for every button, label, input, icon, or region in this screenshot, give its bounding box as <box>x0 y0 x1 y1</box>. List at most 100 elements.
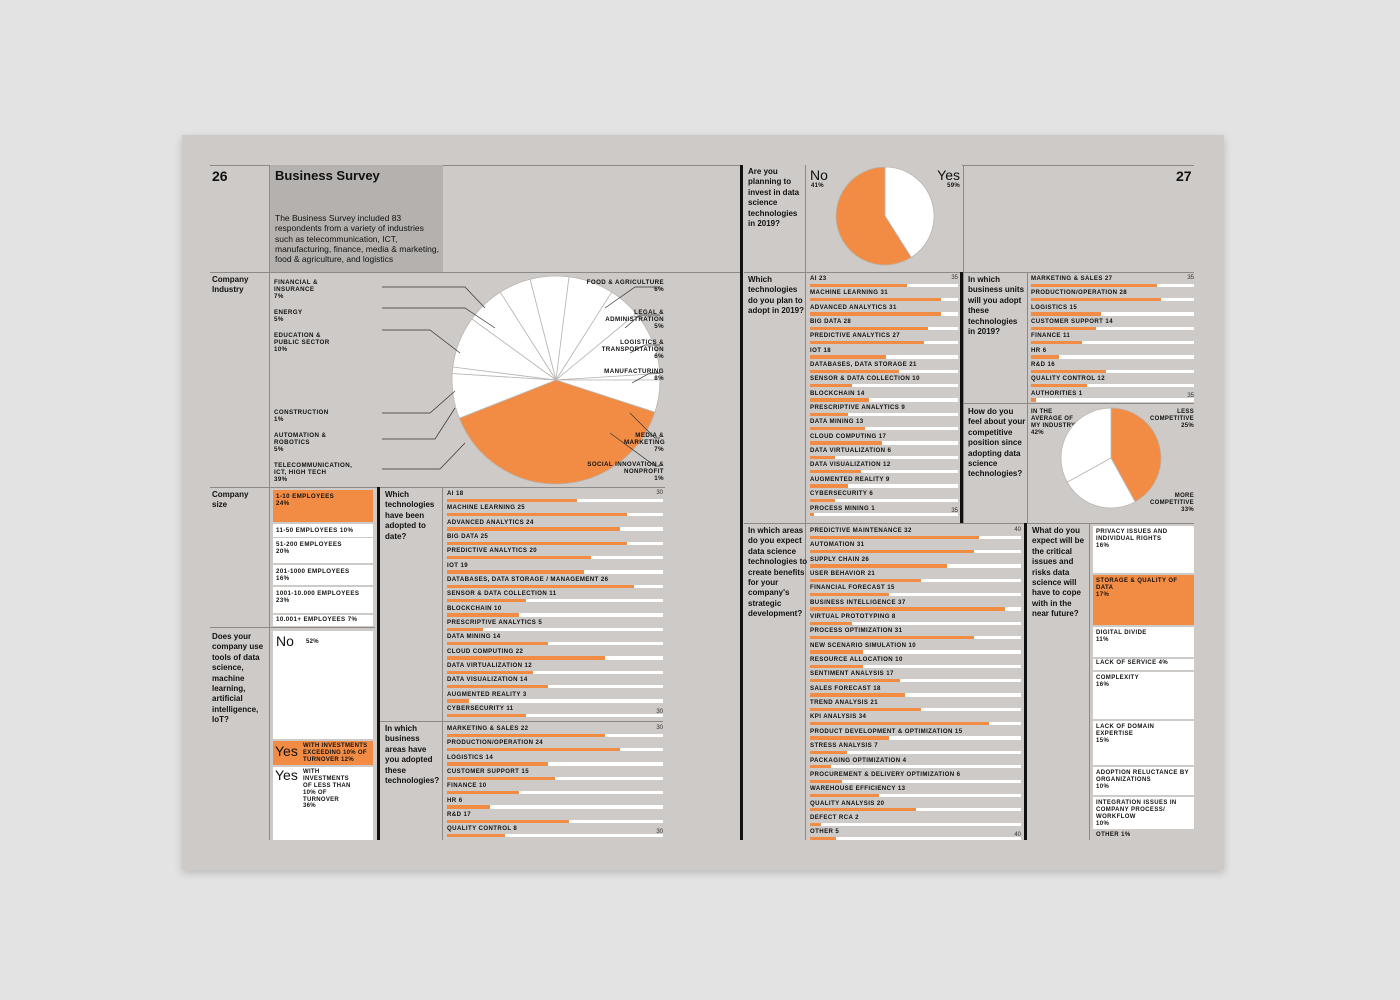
issue-box: OTHER 1% <box>1093 831 1194 840</box>
bar-fill <box>447 541 627 545</box>
bar-row: DEFECT RCA 2 <box>810 813 1021 827</box>
issue-box: INTEGRATION ISSUES IN COMPANY PROCESS/ W… <box>1093 797 1194 829</box>
bar-label: IOT 18 <box>810 346 832 354</box>
bar-label: HR 6 <box>447 796 463 804</box>
bar-row: CYBERSECURITY 6 <box>810 489 958 503</box>
bar-row: DATABASES, DATA STORAGE 21 <box>810 360 958 374</box>
industry-label-food: FOOD & AGRICULTURE 6% <box>582 279 664 293</box>
bar-label: MARKETING & SALES 27 <box>1031 275 1113 282</box>
label-value: 6% <box>654 353 664 361</box>
bar-track <box>447 805 663 809</box>
bar-row: PRESCRIPTIVE ANALYTICS 5 <box>447 618 663 632</box>
label-text: MANUFACTURING <box>604 368 664 375</box>
label-text: LEGAL & ADMINISTRATION <box>605 309 664 324</box>
question-size: Company size <box>212 490 249 510</box>
bar-fill <box>447 733 606 737</box>
bar-row: IOT 18 <box>810 346 958 360</box>
bar-label: NEW SCENARIO SIMULATION 10 <box>810 641 917 649</box>
bar-track <box>447 599 663 603</box>
bar-fill <box>810 564 948 568</box>
size-box-6: 10.001+ EMPLOYEES 7% <box>273 615 373 626</box>
bar-label: BUSINESS INTELLIGENCE 37 <box>810 598 906 606</box>
bar-track <box>447 613 663 617</box>
bar-track <box>810 398 958 402</box>
bar-track <box>810 650 1021 654</box>
bar-fill <box>1031 341 1083 345</box>
bar-label: QUALITY CONTROL 12 <box>1031 375 1106 383</box>
bar-row: R&D 16 <box>1031 360 1194 374</box>
bar-row: QUALITY CONTROL 8 <box>447 824 663 838</box>
bar-label: VIRTUAL PROTOTYPING 8 <box>810 613 896 621</box>
bar-fill <box>810 793 879 798</box>
bar-fill <box>810 621 853 625</box>
bar-label: PREDICTIVE ANALYTICS 20 <box>447 547 538 555</box>
size-label: 10.001+ EMPLOYEES <box>276 616 346 623</box>
bar-label: PROCESS MINING 1 <box>810 504 875 512</box>
industry-label-social: SOCIAL INNOVATION & NONPROFIT 1% <box>582 461 664 482</box>
issue-value: 15% <box>1096 737 1110 744</box>
bar-track <box>447 834 663 838</box>
bar-row: AUTHORITIES 1 <box>1031 389 1194 403</box>
page-number-right: 27 <box>1176 168 1192 184</box>
bar-label: BIG DATA 25 <box>447 533 489 541</box>
bar-track <box>810 578 1021 582</box>
question-tools: Does your company use tools of data scie… <box>212 632 264 725</box>
bar-row: MACHINE LEARNING 25 <box>447 503 663 517</box>
size-value: 20% <box>276 548 290 556</box>
rule <box>964 403 1194 404</box>
bar-track <box>810 298 958 302</box>
bar-row: SUPPLY CHAIN 26 <box>810 555 1021 569</box>
issue-box: LACK OF SERVICE 4% <box>1093 659 1194 670</box>
label-value: 8% <box>654 375 664 383</box>
bar-track <box>447 685 663 689</box>
bar-label: CLOUD COMPUTING 22 <box>447 647 524 655</box>
bar-fill <box>810 650 863 654</box>
bar-fill <box>810 312 942 316</box>
bar-fill <box>447 699 469 703</box>
industry-pie-chart <box>451 275 661 485</box>
industry-label-telecom: TELECOMMUNICATION, ICT, HIGH TECH 39% <box>274 462 364 483</box>
tools-yes-high-label: Yes <box>275 743 298 759</box>
issue-box: COMPLEXITY 16% <box>1093 672 1194 719</box>
bar-label: BLOCKCHAIN 14 <box>810 389 865 397</box>
bar-fill <box>810 808 916 812</box>
bar-row: MARKETING & SALES 27 <box>1031 274 1194 288</box>
bar-track <box>810 283 958 287</box>
bar-row: QUALITY CONTROL 12 <box>1031 374 1194 388</box>
bar-track <box>810 707 1021 711</box>
bar-row: PREDICTIVE ANALYTICS 27 <box>810 331 958 345</box>
question-areas: In which business areas have you adopted… <box>385 724 440 785</box>
tools-yes-high-box: Yes WITH INVESTMENTS EXCEEDING 10% OF TU… <box>273 741 373 765</box>
bar-row: LOGISTICS 14 <box>447 753 663 767</box>
bar-fill <box>1031 398 1036 402</box>
bar-fill <box>810 679 900 683</box>
bar-track <box>447 570 663 574</box>
bar-track <box>810 341 958 345</box>
bar-fill <box>447 805 491 809</box>
size-value: 24% <box>276 500 290 508</box>
bar-fill <box>810 693 905 697</box>
bar-track <box>447 762 663 766</box>
bar-track <box>810 607 1021 611</box>
bar-label: AUGMENTED REALITY 9 <box>810 475 890 483</box>
issue-label: STORAGE & QUALITY OF DATA <box>1096 578 1178 591</box>
bar-row: CLOUD COMPUTING 22 <box>447 647 663 661</box>
bar-fill <box>447 642 548 646</box>
invest-yes-value: 59% <box>947 183 960 189</box>
size-box-2: 11-50 EMPLOYEES 10% <box>273 524 373 537</box>
bar-row: HR 6 <box>1031 346 1194 360</box>
label-text: CONSTRUCTION <box>274 409 329 416</box>
bar-track <box>810 636 1021 640</box>
bar-label: DATA VIRTUALIZATION 12 <box>447 662 533 670</box>
bar-label: TREND ANALYSIS 21 <box>810 699 878 707</box>
issue-box: DIGITAL DIVIDE 11% <box>1093 627 1194 657</box>
compete-avg-value: 42% <box>1031 429 1044 436</box>
bar-label: ADVANCED ANALYTICS 31 <box>810 303 897 311</box>
size-value: 16% <box>276 575 290 583</box>
size-label: 11-50 EMPLOYEES <box>276 527 338 534</box>
label-text: MEDIA & MARKETING <box>624 432 666 447</box>
issue-value: 1% <box>1121 832 1131 838</box>
bar-fill <box>810 298 942 302</box>
benefits-bar-chart: 40 PREDICTIVE MAINTENANCE 32 AUTOMATION 31… <box>810 526 1021 842</box>
bar-row: IOT 19 <box>447 561 663 575</box>
